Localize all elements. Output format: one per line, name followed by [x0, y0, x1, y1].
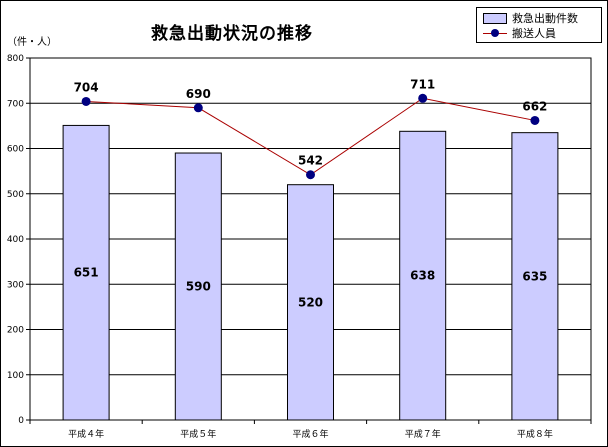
- line-data-label: 542: [298, 154, 323, 168]
- chart-title: 救急出動状況の推移: [151, 24, 313, 44]
- y-tick-label: 200: [7, 326, 24, 336]
- bar-data-label: 651: [74, 266, 99, 280]
- x-tick-label: 平成７年: [405, 428, 441, 440]
- line-point-3: [418, 93, 428, 103]
- bar-4: [511, 132, 559, 421]
- bar-data-label: 635: [522, 269, 547, 283]
- line-point-4: [530, 115, 540, 125]
- line-point-2: [306, 170, 315, 180]
- y-unit-label: （件・人）: [7, 37, 57, 48]
- bar-0: [62, 124, 110, 421]
- y-tick-label: 400: [7, 235, 24, 245]
- bar-1: [174, 152, 222, 421]
- x-tick-label: 平成６年: [292, 428, 328, 440]
- y-tick-label: 700: [7, 99, 24, 109]
- legend-line-swatch: [483, 28, 507, 38]
- y-tick-label: 100: [7, 371, 24, 381]
- x-tick-label: 平成８年: [517, 428, 553, 440]
- y-tick-label: 500: [7, 190, 24, 200]
- legend-item-bar: 救急出動件数: [483, 11, 578, 25]
- bar-3: [399, 130, 447, 421]
- bar-data-label: 638: [410, 269, 435, 283]
- legend-label-bar: 救急出動件数: [512, 12, 578, 25]
- y-tick-label: 300: [7, 280, 24, 290]
- y-tick-label: 0: [18, 416, 24, 426]
- y-tick-label: 800: [7, 54, 24, 64]
- bar-data-label: 590: [186, 280, 211, 294]
- line-data-label: 690: [186, 87, 211, 101]
- bar-data-label: 520: [298, 295, 323, 309]
- line-point-1: [193, 103, 203, 113]
- line-data-label: 704: [74, 80, 99, 94]
- legend-label-line: 搬送人員: [512, 27, 556, 40]
- y-tick-label: 600: [7, 145, 24, 155]
- x-tick-label: 平成４年: [68, 428, 104, 440]
- line-data-label: 711: [410, 77, 435, 91]
- line-data-label: 662: [522, 99, 547, 113]
- bar-2: [286, 184, 335, 421]
- x-tick-label: 平成５年: [180, 428, 216, 440]
- line-point-0: [81, 96, 91, 106]
- legend-bar-swatch: [483, 12, 507, 24]
- legend: 救急出動件数 搬送人員: [476, 7, 602, 43]
- legend-item-line: 搬送人員: [483, 26, 556, 40]
